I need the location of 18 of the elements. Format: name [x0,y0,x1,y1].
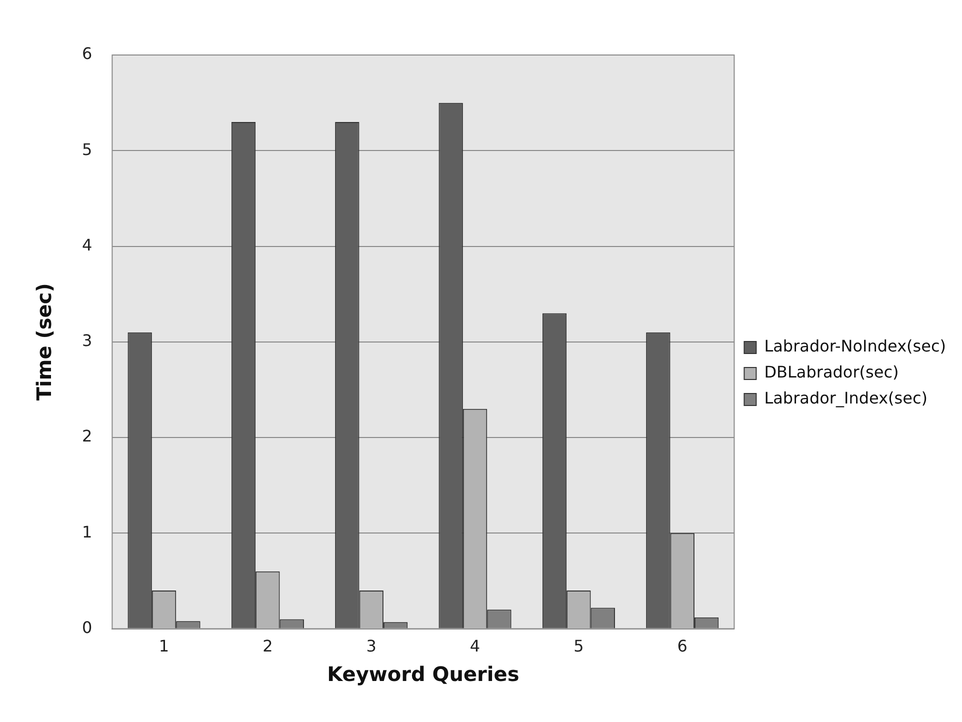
x-tick-label: 2 [262,636,273,656]
y-tick-label: 0 [82,618,92,637]
x-tick-label: 1 [158,636,170,656]
y-tick-label: 2 [82,426,92,446]
y-axis-title: Time (sec) [32,283,56,401]
y-tick-label: 4 [82,235,92,254]
legend-label: Labrador_Index(sec) [764,388,928,408]
x-tick-label: 4 [470,636,480,656]
y-tick-label: 1 [82,522,92,542]
x-tick-label: 3 [366,636,376,656]
x-tick-label: 6 [677,636,688,656]
x-tick-label: 5 [574,636,584,656]
y-tick-label: 6 [82,44,92,64]
legend-label: DBLabrador(sec) [764,362,899,382]
legend-label: Labrador-NoIndex(sec) [764,336,946,356]
x-axis-title: Keyword Queries [327,662,520,686]
y-tick-label: 5 [82,140,92,159]
y-tick-label: 3 [82,331,92,350]
